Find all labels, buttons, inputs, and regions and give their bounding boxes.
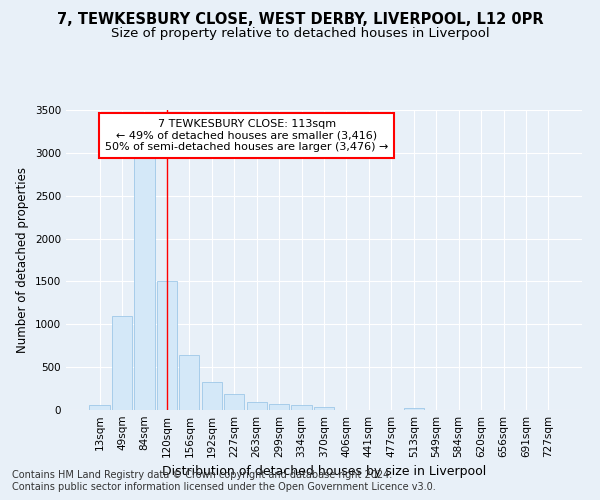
Bar [247,402,267,410]
Text: Size of property relative to detached houses in Liverpool: Size of property relative to detached ho… [110,28,490,40]
Bar [314,408,334,410]
Bar [269,404,289,410]
Bar [404,408,424,410]
Bar [292,406,311,410]
Bar [202,382,222,410]
Bar [157,280,177,410]
Bar [179,355,199,410]
Bar [112,316,132,410]
Text: 7, TEWKESBURY CLOSE, WEST DERBY, LIVERPOOL, L12 0PR: 7, TEWKESBURY CLOSE, WEST DERBY, LIVERPO… [56,12,544,28]
X-axis label: Distribution of detached houses by size in Liverpool: Distribution of detached houses by size … [162,466,486,478]
Text: 7 TEWKESBURY CLOSE: 113sqm
← 49% of detached houses are smaller (3,416)
50% of s: 7 TEWKESBURY CLOSE: 113sqm ← 49% of deta… [105,119,388,152]
Bar [134,158,155,410]
Text: Contains HM Land Registry data © Crown copyright and database right 2024.: Contains HM Land Registry data © Crown c… [12,470,392,480]
Text: Contains public sector information licensed under the Open Government Licence v3: Contains public sector information licen… [12,482,436,492]
Bar [89,406,110,410]
Bar [224,394,244,410]
Y-axis label: Number of detached properties: Number of detached properties [16,167,29,353]
